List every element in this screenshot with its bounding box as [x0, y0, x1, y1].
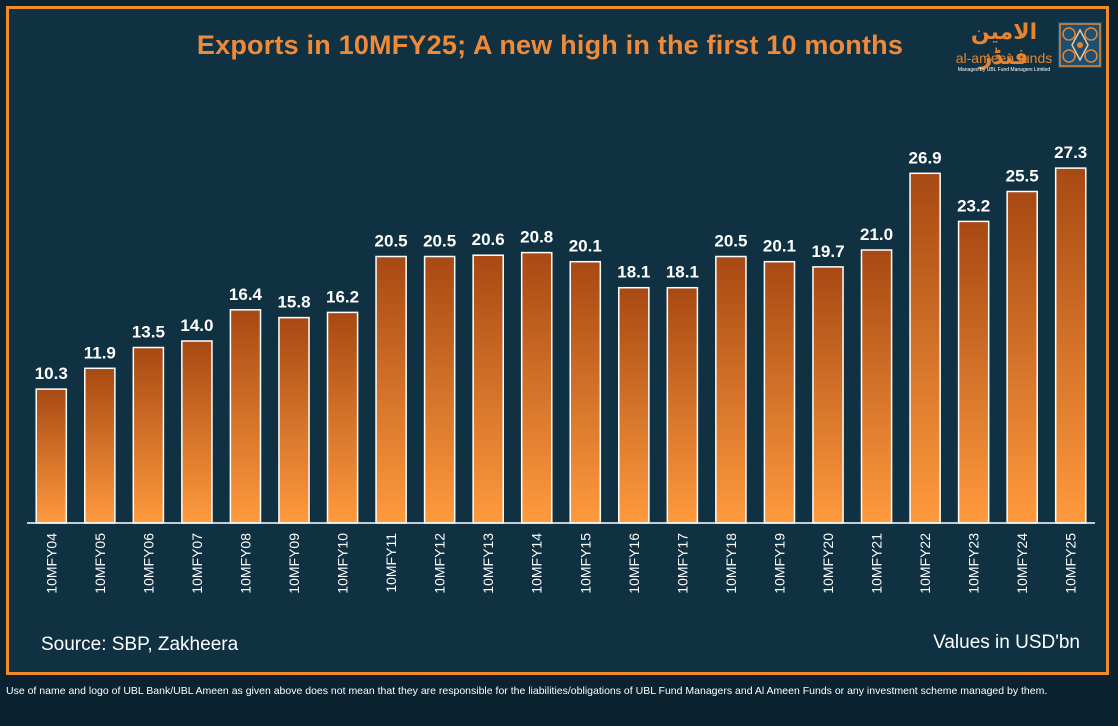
bar-10MFY25: [1054, 167, 1087, 524]
value-label-10MFY07: 14.0: [180, 316, 213, 335]
tick-label-10MFY11: 10MFY11: [383, 533, 399, 593]
bar-10MFY24: [1006, 190, 1038, 524]
tick-label-10MFY19: 10MFY19: [771, 533, 787, 594]
value-label-10MFY12: 20.5: [423, 232, 456, 251]
tick-label-10MFY18: 10MFY18: [723, 533, 739, 594]
tick-label-10MFY07: 10MFY07: [189, 533, 205, 594]
bar-10MFY07: [181, 340, 213, 524]
bar-10MFY06: [132, 346, 165, 524]
value-label-10MFY13: 20.6: [472, 230, 505, 249]
value-label-10MFY06: 13.5: [132, 323, 165, 342]
tick-label-10MFY04: 10MFY04: [43, 533, 59, 594]
tick-label-10MFY15: 10MFY15: [577, 533, 593, 594]
tick-label-10MFY24: 10MFY24: [1014, 533, 1030, 594]
tick-label-10MFY21: 10MFY21: [869, 533, 885, 594]
tick-label-10MFY08: 10MFY08: [237, 533, 253, 594]
tick-label-10MFY22: 10MFY22: [917, 533, 933, 594]
value-label-10MFY04: 10.3: [35, 364, 68, 383]
tick-label-10MFY06: 10MFY06: [140, 533, 156, 594]
bar-10MFY04: [35, 388, 68, 524]
tick-labels-layer: 10MFY04 10MFY05 10MFY06 10MFY07 10MFY08 10MFY…: [43, 533, 1078, 594]
bar-10MFY10: [326, 311, 359, 524]
logo-subtitle: Managed by UBL Fund Managers Limited: [957, 67, 1051, 73]
value-label-10MFY11: 20.5: [375, 232, 408, 251]
bar-10MFY08: [229, 309, 262, 524]
bar-10MFY19: [763, 260, 796, 524]
al-ameen-logo: الامين فنڈز al-ameen funds Managed by UB…: [954, 20, 1104, 78]
value-label-10MFY17: 18.1: [666, 263, 699, 282]
bar-10MFY15: [569, 260, 602, 524]
value-label-10MFY09: 15.8: [277, 293, 310, 312]
units-note: Values in USD'bn: [933, 632, 1080, 653]
tick-label-10MFY13: 10MFY13: [480, 533, 496, 594]
tick-label-10MFY10: 10MFY10: [335, 533, 351, 594]
bar-10MFY14: [520, 251, 553, 524]
bar-10MFY21: [860, 249, 893, 524]
tick-label-10MFY17: 10MFY17: [674, 533, 690, 594]
bar-10MFY18: [715, 255, 747, 524]
value-label-10MFY25: 27.3: [1054, 143, 1087, 162]
ornamental-pattern-icon: [1058, 22, 1102, 68]
logo-latin-text: al-ameen funds: [955, 50, 1053, 66]
tick-label-10MFY05: 10MFY05: [92, 533, 108, 594]
bar-10MFY16: [618, 286, 650, 524]
bar-10MFY09: [278, 316, 310, 524]
tick-label-10MFY12: 10MFY12: [432, 533, 448, 594]
tick-label-10MFY23: 10MFY23: [966, 533, 982, 594]
bar-10MFY12: [423, 255, 456, 524]
value-label-10MFY05: 11.9: [84, 343, 116, 362]
value-label-10MFY10: 16.2: [326, 287, 359, 306]
tick-label-10MFY25: 10MFY25: [1063, 533, 1079, 594]
bar-10MFY13: [472, 254, 504, 524]
bar-10MFY11: [375, 255, 407, 524]
value-label-10MFY24: 25.5: [1006, 167, 1039, 186]
bar-10MFY23: [957, 220, 990, 524]
logo-arabic-text: الامين فنڈز: [970, 20, 1038, 70]
tick-label-10MFY20: 10MFY20: [820, 533, 836, 594]
source-note: Source: SBP, Zakheera: [41, 634, 239, 655]
value-label-10MFY21: 21.0: [860, 225, 893, 244]
value-label-10MFY18: 20.5: [714, 232, 747, 251]
bar-10MFY22: [909, 172, 941, 524]
bar-chart: 10.3 11.9 13.5 14.0 16.4 15.8 16.2 20.5 20.5 20.6…: [27, 143, 1095, 594]
bars-layer: [35, 167, 1087, 524]
value-label-10MFY20: 19.7: [811, 242, 844, 261]
bar-10MFY05: [84, 367, 116, 524]
value-label-10MFY23: 23.2: [957, 196, 990, 215]
bar-10MFY17: [666, 286, 699, 524]
tick-label-10MFY14: 10MFY14: [529, 533, 545, 594]
value-labels-layer: 10.3 11.9 13.5 14.0 16.4 15.8 16.2 20.5 20.5 20.6…: [35, 143, 1088, 383]
bar-10MFY20: [812, 266, 844, 524]
value-label-10MFY19: 20.1: [763, 237, 796, 256]
tick-label-10MFY09: 10MFY09: [286, 533, 302, 594]
value-label-10MFY14: 20.8: [520, 228, 553, 247]
value-label-10MFY08: 16.4: [229, 285, 263, 304]
disclaimer-text: Use of name and logo of UBL Bank/UBL Ame…: [6, 685, 1048, 697]
chart-title: Exports in 10MFY25; A new high in the fi…: [196, 30, 904, 60]
value-label-10MFY16: 18.1: [617, 263, 650, 282]
value-label-10MFY22: 26.9: [909, 148, 942, 167]
value-label-10MFY15: 20.1: [569, 237, 602, 256]
tick-label-10MFY16: 10MFY16: [626, 533, 642, 594]
